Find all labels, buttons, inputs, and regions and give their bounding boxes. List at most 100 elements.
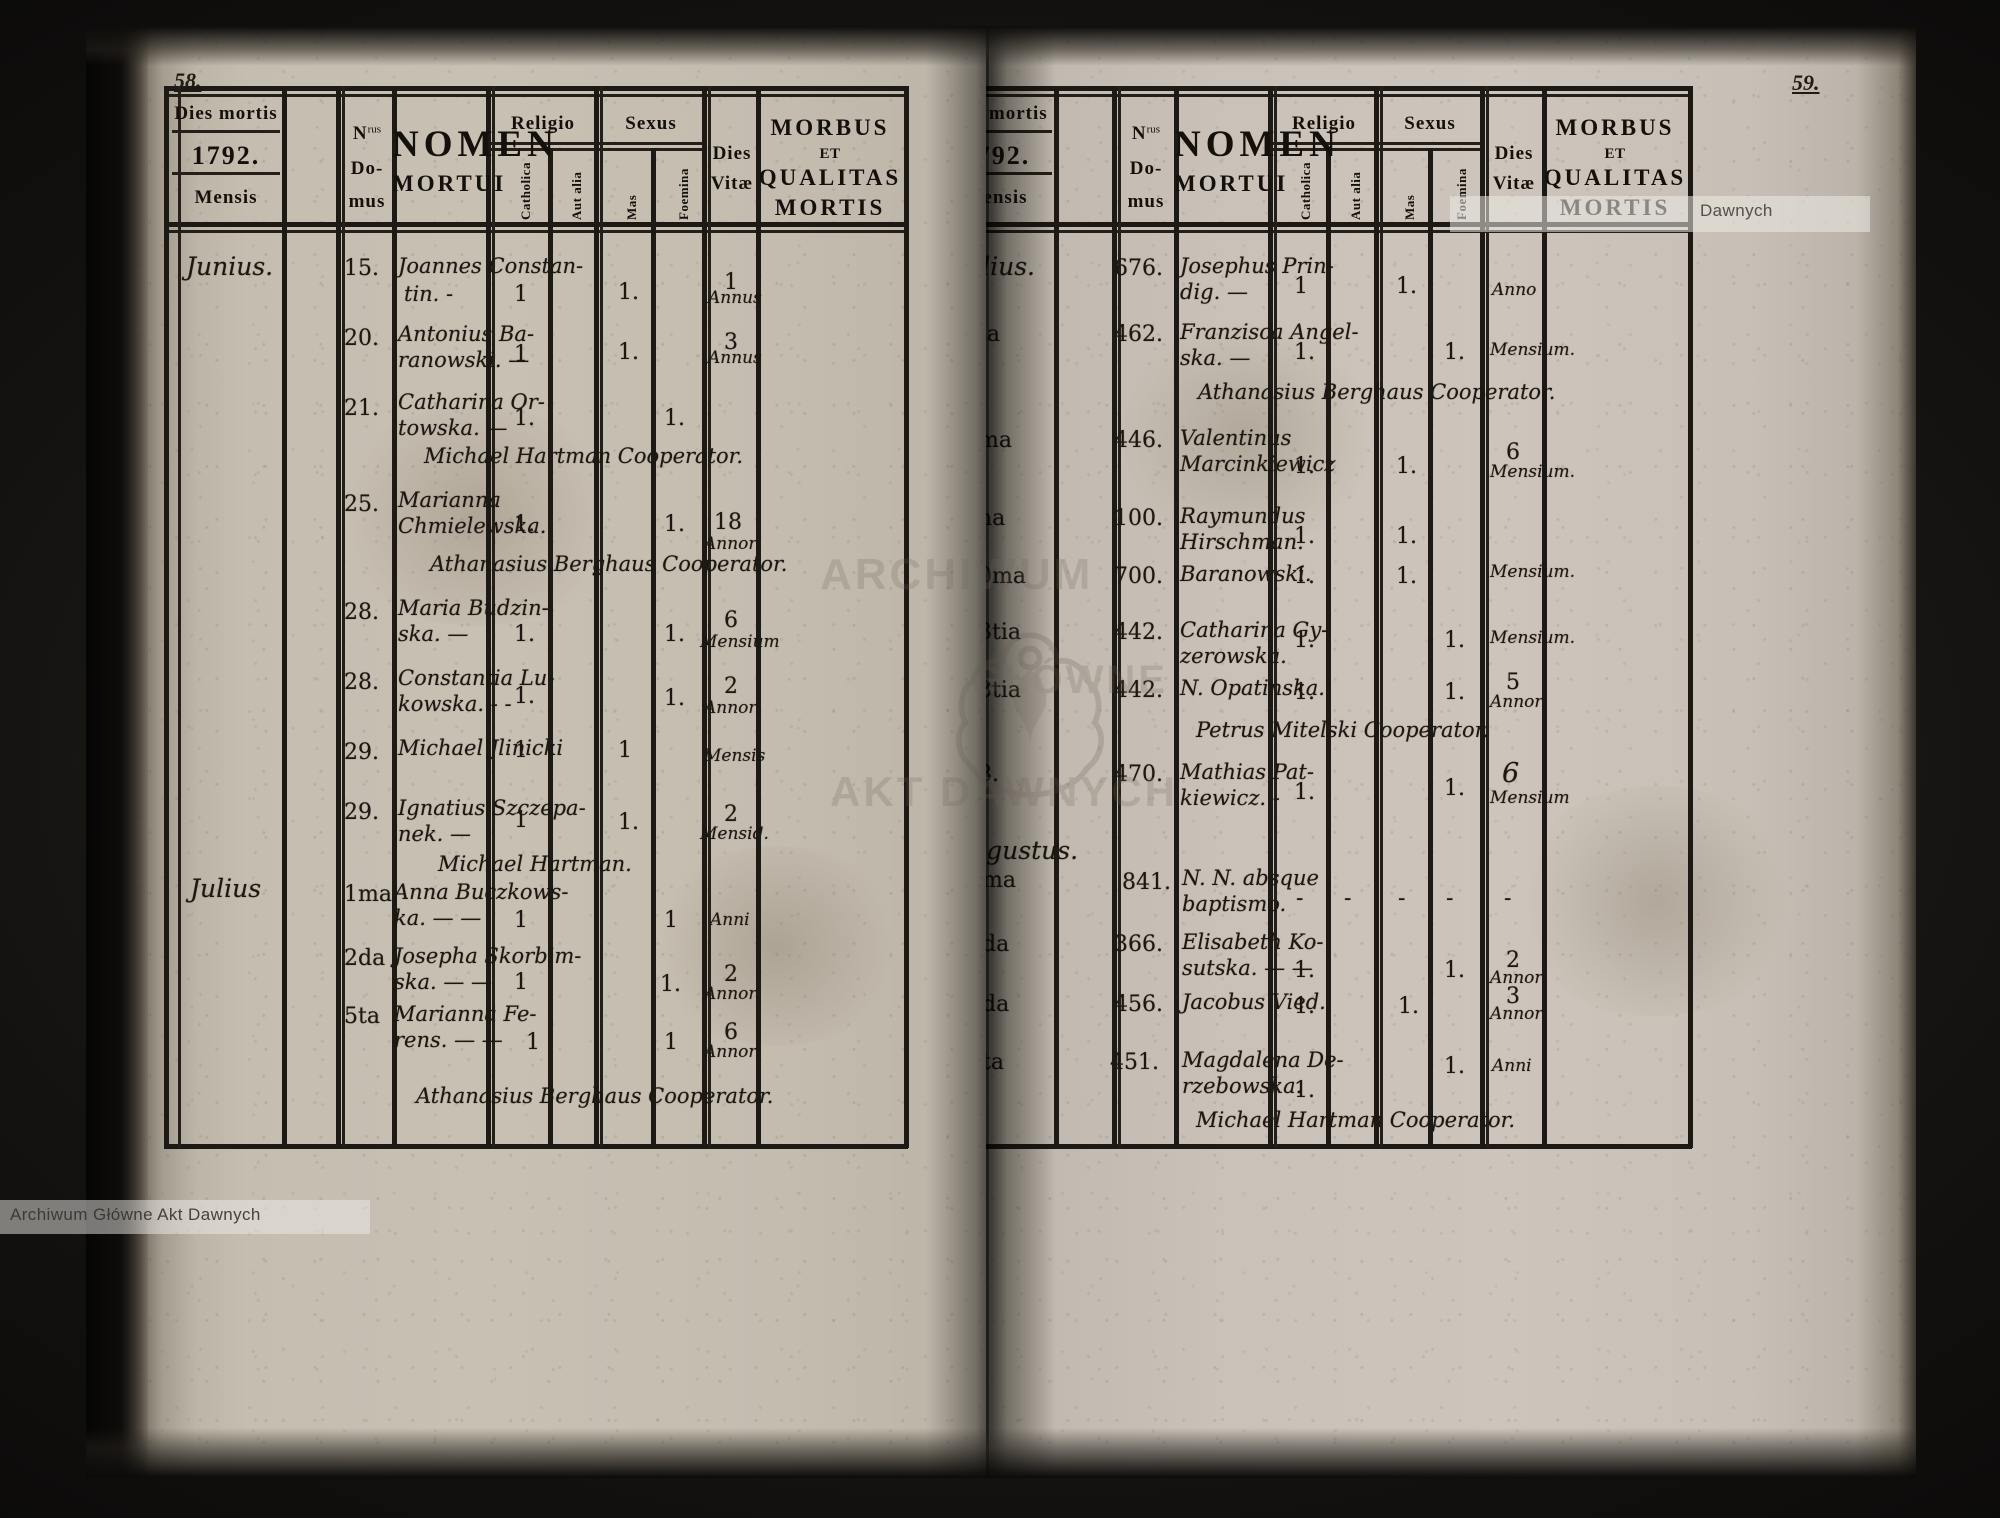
entry-age-unit: Annor. [704,698,761,718]
folio-number-right: 59. [1792,70,1820,95]
entry-age-number: 2 [724,674,738,699]
entry-name-line1: Franzisca Angel- [1180,320,1359,344]
rule-col-sexus-right2 [1486,86,1489,1148]
left-page: 58. [86,26,986,1478]
entry-age-unit: Mensium [1490,788,1570,808]
entry-mas: 1. [618,280,639,305]
book-spine-dark-edge [86,26,148,1478]
entry-age-unit: Mensium. [1490,562,1576,582]
entry-day: 28. [344,670,379,695]
header-nomen-right: NOMEN [1174,124,1341,165]
entry-catholica: 1. [514,406,535,431]
header-mas-right: Mas [1402,194,1417,220]
entry-name-line1: Antonius Ba- [398,322,535,346]
rule-col-nomen-left [1174,86,1179,1148]
header-mortui-left: MORTUI [392,171,507,196]
header-domus1-right: Do- [1129,158,1163,179]
rule-top-2 [986,94,1692,97]
entry-name-line1: N. Opatinska. [1180,676,1325,700]
entry-domus: 470. [1114,762,1163,787]
rule-col-dies-vitae-right [1542,86,1547,1148]
entry-foemina: 1. [1444,958,1465,983]
entry-name-line2: nek. — [398,822,472,846]
entry-name-line1: Magdalena De- [1182,1048,1344,1072]
entry-domus: 442. [1114,620,1163,645]
entry-domus: 451. [1110,1050,1159,1075]
entry-name-line2: Marcinkiewicz [1180,452,1336,476]
entry-age-unit: Mensid. [700,824,769,844]
header-catholica-right: Catholica [1298,162,1313,220]
entry-age-unit: Annor. [704,984,761,1004]
entry-domus: 700. [1114,564,1163,589]
entry-day: 25. [344,492,379,517]
entry-catholica: 1. [1294,1078,1315,1103]
rule-year-under [986,172,1052,175]
entry-name-line1: Joannes Constan- [398,254,584,278]
entry-name-line2: zerowska. [1180,644,1287,668]
entry-day: 10ma [986,564,1026,589]
entry-age-unit: Mensium. [1490,462,1576,482]
header-religio-left: Religio [511,113,575,134]
entry-age-unit: Mensium. [1490,628,1576,648]
entry-day: 20. [344,326,379,351]
entry-name-line1: N. N. absque [1182,866,1319,890]
entry-name-line2: Chmielewska. [398,514,547,538]
entry-day: 1ma [986,868,1016,893]
entry-catholica: 1. [1294,994,1315,1019]
rule-col-nrus-left [336,86,341,1148]
entry-day: 2da [986,932,1010,957]
entry-cooperator-note: Michael Hartman Cooperator. [424,444,744,468]
entry-cooperator-note: Athanasius Berghaus Cooperator. [430,552,788,576]
entry-foemina: 1. [664,686,685,711]
header-mortui-right: MORTUI [1174,171,1289,196]
entry-name-line2: dig. — [1180,280,1248,304]
entry-day: 28. [344,600,379,625]
entry-age-unit: Anni [710,910,750,930]
rule-col-mas-right [651,148,656,1148]
open-book: 58. [86,26,1916,1478]
header-nrus-right: Nrus [1131,123,1161,144]
entry-catholica: 1. [514,512,535,537]
entry-month: Augustus. [986,836,1079,865]
entry-catholica: 1 [514,738,528,763]
rule-top [164,86,908,91]
header-qualitas-left: QUALITAS [758,165,902,190]
entry-name-line2: ka. — — [394,906,482,930]
entry-name-line1: Marianna Fe- [394,1002,537,1026]
entry-catholica: 1 [514,282,528,307]
rule-col-religio-right [594,86,599,1148]
entry-day: 13tia [986,678,1021,703]
rule-col-right-border [1688,86,1693,1148]
header-year-left: 1792. [191,141,261,170]
entry-name-line2: towska. — [398,416,508,440]
header-mas-left: Mas [624,194,639,220]
rule-year-under [172,172,280,175]
entry-mas: 1. [1396,524,1417,549]
entry-catholica: 1. [1294,958,1315,983]
header-mortis-left: MORTIS [774,195,886,220]
entry-domus: 462. [1114,322,1163,347]
entry-name-line1: Elisabeth Ko- [1182,930,1324,954]
entry-age-number: 1 [724,270,738,295]
entry-age-unit: Annus [708,348,762,368]
header-domus1-left: Do- [350,158,384,179]
entry-day: 29. [344,800,379,825]
entry-age-unit: Anni [1492,1056,1532,1076]
entry-name-line2: rens. — — [394,1028,503,1052]
entry-domus: 456. [1114,992,1163,1017]
header-year-right: 1792. [986,141,1031,170]
entry-foemina: 1. [664,622,685,647]
entry-day: 29. [344,740,379,765]
entry-foemina: 1. [660,972,681,997]
entry-age-number: 6 [724,608,738,633]
header-sexus-right: Sexus [1404,113,1456,134]
entry-foemina: 1. [1444,1054,1465,1079]
right-page: 59. [986,26,1916,1478]
rule-col-nrus-left [1112,86,1117,1148]
header-vitae-left: Vitæ [710,173,754,194]
entry-age-number: 18 [714,510,742,535]
header-catholica-left: Catholica [518,162,533,220]
rule-col-religio-right2 [1380,86,1383,1148]
rule-col-nomen-right2 [492,86,495,1148]
